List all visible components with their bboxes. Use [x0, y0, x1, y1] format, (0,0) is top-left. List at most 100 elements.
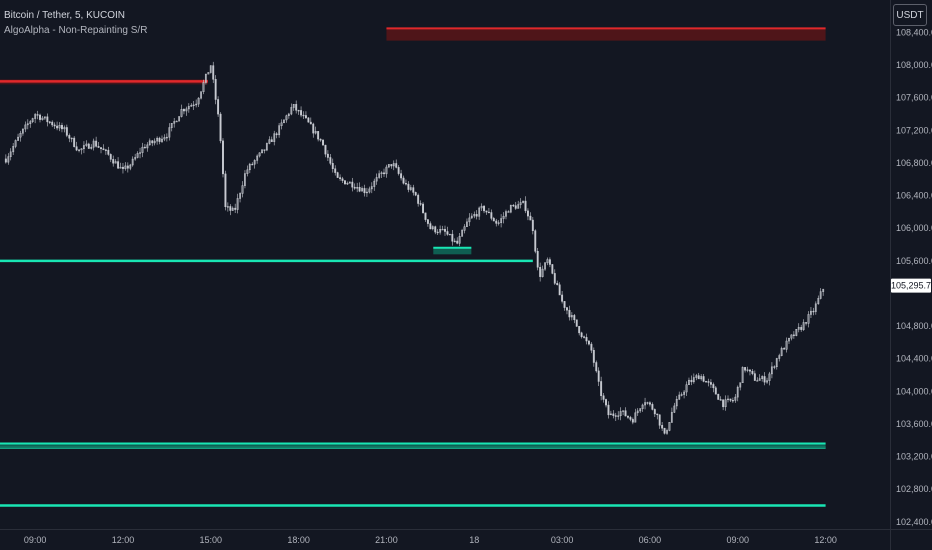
candle-body: [4, 158, 7, 163]
candle-body: [551, 264, 554, 274]
candle-body: [819, 291, 822, 299]
candle-body: [353, 186, 356, 189]
candle-body: [619, 411, 622, 417]
candle-body: [97, 146, 100, 148]
candles: [4, 61, 825, 435]
candle-body: [690, 379, 693, 383]
candle-body: [558, 284, 561, 296]
candle-body: [780, 348, 783, 356]
candle-body: [361, 188, 364, 192]
candle-body: [373, 180, 376, 187]
price-axis[interactable]: 108,400.0 108,000.0 107,600.0 107,200.0 106,…: [890, 0, 932, 550]
candle-body: [609, 413, 612, 416]
candle-body: [397, 167, 400, 174]
chart-legend: Bitcoin / Tether, 5, KUCOIN AlgoAlpha - …: [4, 8, 147, 38]
candle-body: [634, 412, 637, 423]
candle-body: [602, 395, 605, 400]
candle-body: [283, 119, 285, 124]
candle-body: [475, 214, 478, 217]
candle-body: [705, 381, 707, 383]
candle-body: [56, 125, 59, 129]
candle-body: [758, 378, 761, 381]
candle-body: [278, 125, 281, 136]
candle-body: [668, 422, 671, 431]
time-axis[interactable]: 09:00 12:00 15:00 18:00 21:00 18 03:00 06:00 09:…: [0, 529, 932, 546]
candle-body: [761, 376, 764, 379]
candle-body: [363, 188, 366, 194]
candle-body: [400, 173, 403, 179]
candle-body: [544, 262, 546, 270]
candle-body: [402, 177, 405, 184]
candle-body: [122, 166, 124, 169]
candle-body: [46, 116, 49, 123]
candle-body: [683, 391, 686, 395]
time-tick-label: 12:00: [814, 535, 837, 545]
candle-body: [817, 298, 820, 305]
candle-body: [53, 124, 56, 127]
candle-body: [458, 236, 461, 244]
candle-body: [158, 137, 161, 142]
candle-body: [21, 128, 24, 134]
indicator-title[interactable]: AlgoAlpha - Non-Repainting S/R: [4, 25, 148, 36]
candle-body: [78, 149, 80, 151]
candle-body: [251, 163, 254, 166]
candle-body: [746, 369, 749, 371]
candle-body: [234, 207, 237, 210]
candle-body: [261, 149, 263, 154]
candle-body: [312, 123, 315, 134]
candle-body: [229, 206, 232, 211]
time-tick-label: 15:00: [200, 535, 223, 545]
candle-body: [749, 369, 751, 372]
candle-body: [12, 146, 15, 153]
candle-body: [570, 315, 573, 318]
candle-body: [524, 200, 527, 212]
candle-body: [146, 144, 149, 149]
candle-body: [546, 259, 549, 264]
candle-body: [339, 177, 342, 180]
candle-body: [812, 310, 815, 313]
candle-body: [178, 116, 181, 122]
candle-body: [370, 186, 373, 190]
candle-body: [573, 315, 576, 321]
candle-body: [766, 380, 768, 383]
candle-body: [814, 303, 817, 312]
candle-body: [695, 375, 698, 378]
candle-body: [241, 185, 244, 194]
candle-body: [107, 149, 110, 155]
candle-body: [287, 113, 290, 116]
candle-body: [790, 334, 793, 339]
time-tick-label: 06:00: [639, 535, 662, 545]
candle-body: [639, 408, 642, 412]
candle-body: [165, 136, 168, 139]
candle-body: [756, 380, 759, 382]
candle-body: [297, 110, 300, 112]
time-tick-label: 09:00: [24, 535, 47, 545]
candle-body: [126, 165, 129, 169]
candle-body: [378, 173, 381, 178]
time-tick-label: 09:00: [726, 535, 749, 545]
candle-body: [187, 106, 190, 110]
resistance_zone: [386, 28, 826, 41]
candle-body: [636, 410, 639, 414]
candle-body: [534, 230, 537, 252]
time-tick-label: 21:00: [375, 535, 398, 545]
candle-body: [478, 207, 481, 217]
currency-button[interactable]: USDT: [893, 4, 927, 26]
candle-body: [29, 121, 32, 124]
candle-body: [392, 163, 395, 167]
candle-body: [461, 230, 464, 237]
candle-body: [263, 149, 266, 151]
symbol-title[interactable]: Bitcoin / Tether, 5, KUCOIN: [4, 10, 125, 21]
candle-body: [795, 329, 798, 336]
candle-body: [9, 151, 12, 157]
candle-body: [575, 319, 578, 327]
candle-body: [412, 187, 415, 193]
candle-body: [224, 173, 227, 208]
candle-body: [517, 204, 520, 209]
candle-body: [43, 116, 46, 119]
candle-body: [422, 203, 424, 214]
candle-body: [319, 138, 322, 141]
price-tick-label: 102,400.0: [896, 517, 932, 527]
candle-body: [585, 337, 588, 342]
